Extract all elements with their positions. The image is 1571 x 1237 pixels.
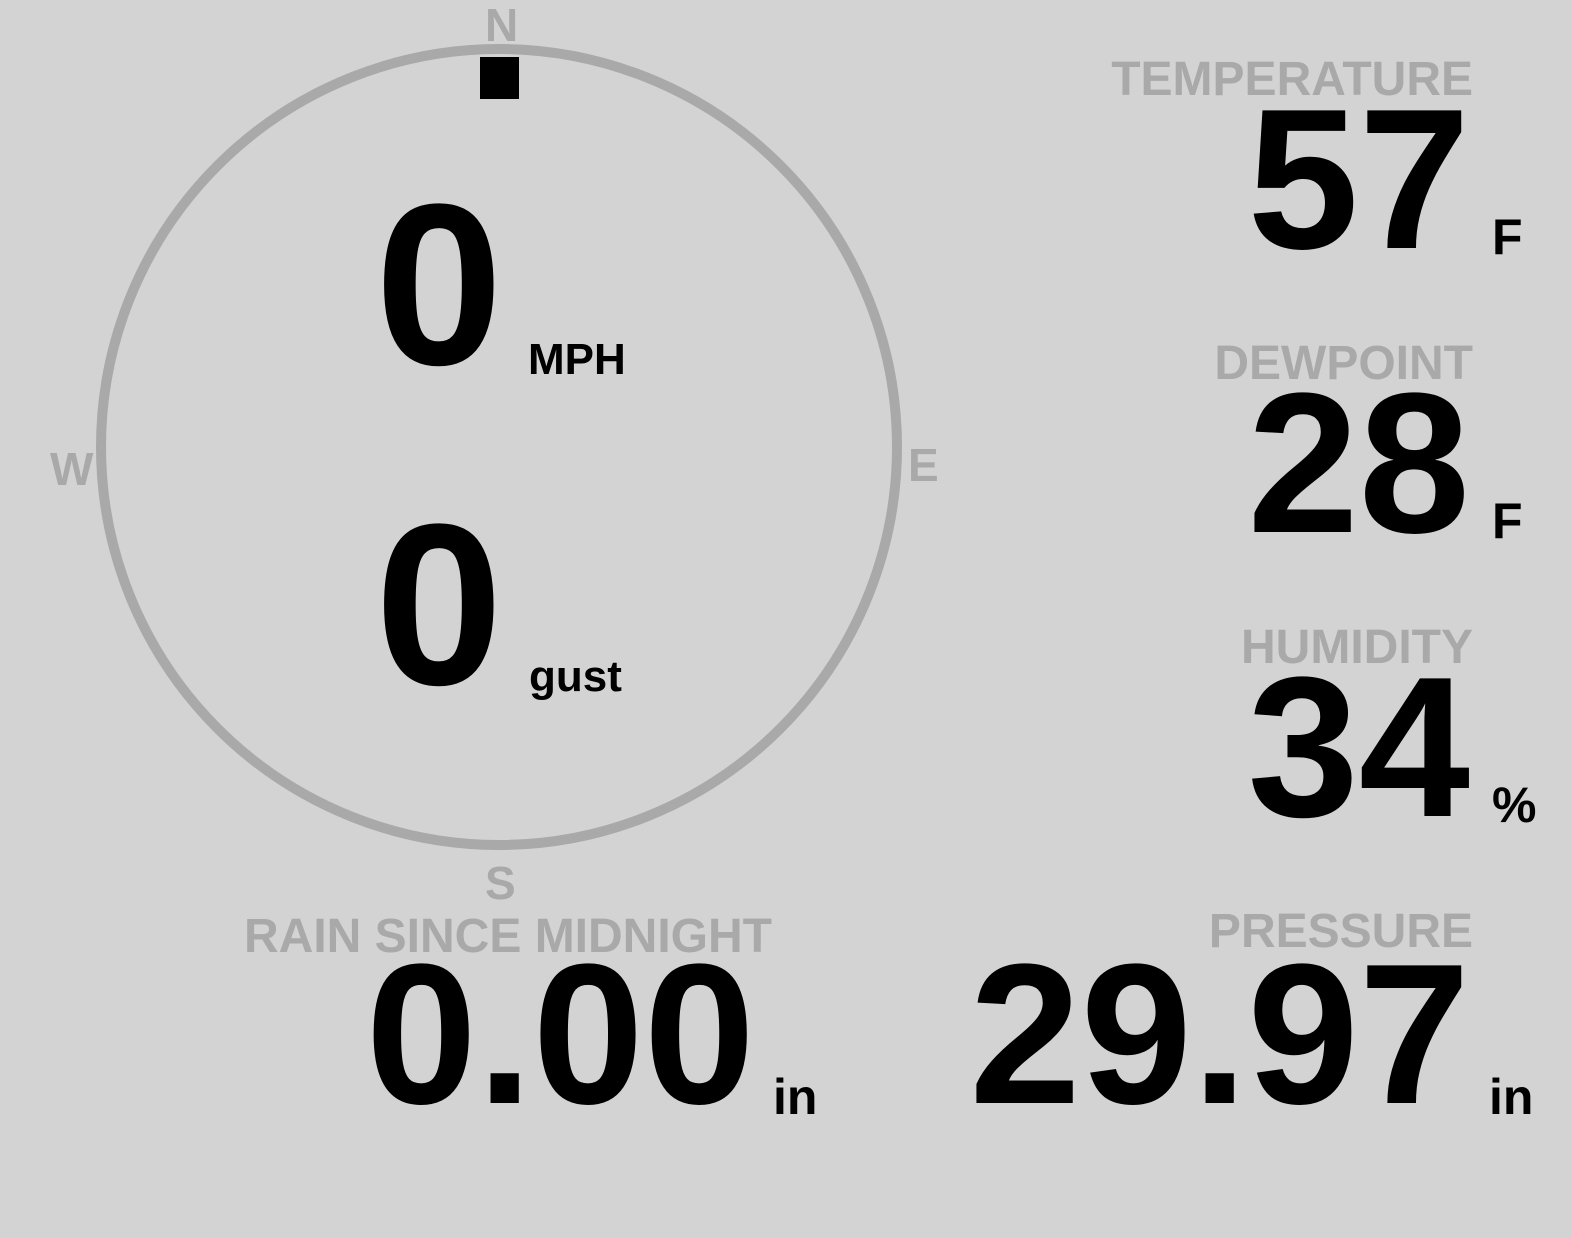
compass-west-label: W bbox=[50, 443, 94, 495]
compass-north-label: N bbox=[485, 0, 519, 51]
humidity-label: HUMIDITY bbox=[1241, 621, 1473, 674]
compass-ring bbox=[96, 44, 902, 850]
pressure-value: 29.97 bbox=[969, 923, 1471, 1146]
humidity-unit: % bbox=[1492, 777, 1537, 833]
rain-unit: in bbox=[773, 1069, 818, 1125]
temperature-unit: F bbox=[1492, 209, 1523, 265]
dewpoint-value: 28 bbox=[1247, 352, 1470, 575]
wind-direction-indicator bbox=[480, 57, 519, 99]
wind-compass bbox=[96, 44, 902, 850]
rain-value: 0.00 bbox=[365, 923, 755, 1146]
wind-gust-unit: gust bbox=[529, 652, 622, 701]
rain-label: RAIN SINCE MIDNIGHT bbox=[244, 910, 772, 963]
temperature-label: TEMPERATURE bbox=[1111, 53, 1473, 106]
humidity-value: 34 bbox=[1247, 636, 1470, 859]
compass-east-label: E bbox=[908, 439, 939, 491]
temperature-value: 57 bbox=[1247, 68, 1470, 291]
wind-speed-unit: MPH bbox=[528, 335, 626, 384]
pressure-unit: in bbox=[1489, 1069, 1534, 1125]
dewpoint-unit: F bbox=[1492, 493, 1523, 549]
wind-gust-value: 0 bbox=[375, 476, 503, 733]
dewpoint-label: DEWPOINT bbox=[1214, 337, 1473, 390]
compass-south-label: S bbox=[485, 857, 516, 909]
wind-speed-value: 0 bbox=[375, 156, 503, 413]
pressure-label: PRESSURE bbox=[1208, 905, 1473, 958]
